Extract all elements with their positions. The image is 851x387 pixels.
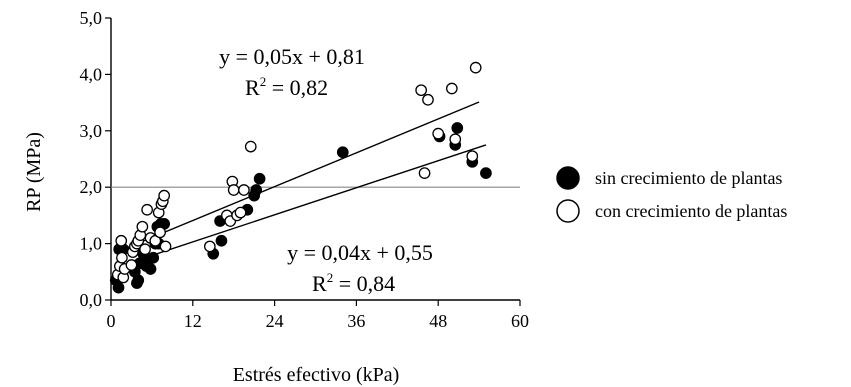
point-sin-crecimiento [336, 146, 349, 159]
point-con-crecimiento [418, 167, 431, 179]
point-con-crecimiento [238, 184, 250, 196]
axes: 0,0 1,0 2,0 3,0 4,0 5,0 0 12 24 36 48 60 [80, 8, 530, 331]
annotations-layer: y = 0,04x + 0,55 R2 = 0,84 y = 0,05x + 0,8… [219, 44, 433, 296]
fit-lines-layer [114, 101, 487, 269]
fit-r-squared: R2 = 0,82 [245, 74, 328, 100]
point-sin-crecimiento [250, 184, 263, 196]
y-tick-label: 1,0 [80, 234, 103, 254]
point-con-crecimiento [115, 234, 128, 247]
point-con-crecimiento [422, 93, 434, 106]
point-con-crecimiento [244, 140, 257, 153]
fit-equation: y = 0,05x + 0,81 [219, 44, 365, 69]
x-tick-label: 0 [107, 311, 116, 331]
x-tick-label: 12 [184, 311, 202, 331]
legend: sin crecimiento de plantas con crecimient… [556, 166, 787, 223]
point-sin-crecimiento [112, 281, 125, 294]
legend-marker-sin-crecimiento [556, 166, 580, 190]
point-sin-crecimiento [215, 234, 228, 247]
x-tick-label: 60 [511, 311, 529, 331]
point-sin-crecimiento [480, 167, 492, 179]
y-tick-label: 5,0 [80, 8, 103, 28]
point-con-crecimiento [154, 226, 166, 239]
point-con-crecimiento [159, 240, 172, 253]
point-con-crecimiento [445, 82, 458, 95]
fit-r-squared: R2 = 0,84 [312, 270, 395, 296]
points-layer [109, 61, 492, 294]
y-tick-label: 0,0 [80, 290, 103, 310]
y-axis-label: RP (MPa) [23, 132, 45, 212]
y-tick-label: 3,0 [80, 121, 103, 141]
fit-line-con-crecimiento [114, 101, 480, 254]
point-con-crecimiento [234, 206, 247, 219]
y-tick-label: 2,0 [80, 177, 103, 197]
point-con-crecimiento [203, 240, 216, 253]
x-axis-label: Estrés efectivo (kPa) [233, 364, 400, 386]
point-con-crecimiento [227, 184, 240, 196]
point-con-crecimiento [469, 61, 482, 74]
point-con-crecimiento [125, 259, 138, 271]
point-sin-crecimiento [253, 172, 266, 185]
x-tick-label: 24 [266, 311, 284, 331]
point-con-crecimiento [432, 127, 445, 140]
point-con-crecimiento [158, 189, 171, 202]
legend-label-sin-crecimiento: sin crecimiento de plantas [595, 168, 782, 188]
fit-equation: y = 0,04x + 0,55 [287, 240, 433, 265]
point-sin-crecimiento [147, 251, 160, 264]
legend-label-con-crecimiento: con crecimiento de plantas [595, 201, 787, 221]
point-sin-crecimiento [451, 122, 464, 134]
x-tick-label: 36 [347, 311, 365, 331]
point-con-crecimiento [449, 133, 462, 146]
point-con-crecimiento [141, 203, 153, 216]
y-tick-label: 4,0 [80, 64, 103, 84]
point-con-crecimiento [415, 84, 428, 97]
x-tick-label: 48 [429, 311, 447, 331]
point-sin-crecimiento [144, 263, 157, 275]
fit-line-sin-crecimiento [114, 144, 487, 269]
point-con-crecimiento [136, 220, 149, 233]
point-sin-crecimiento [132, 274, 145, 287]
point-con-crecimiento [466, 150, 479, 163]
point-con-crecimiento [139, 243, 151, 256]
point-con-crecimiento [116, 251, 128, 264]
legend-marker-con-crecimiento [556, 199, 580, 223]
